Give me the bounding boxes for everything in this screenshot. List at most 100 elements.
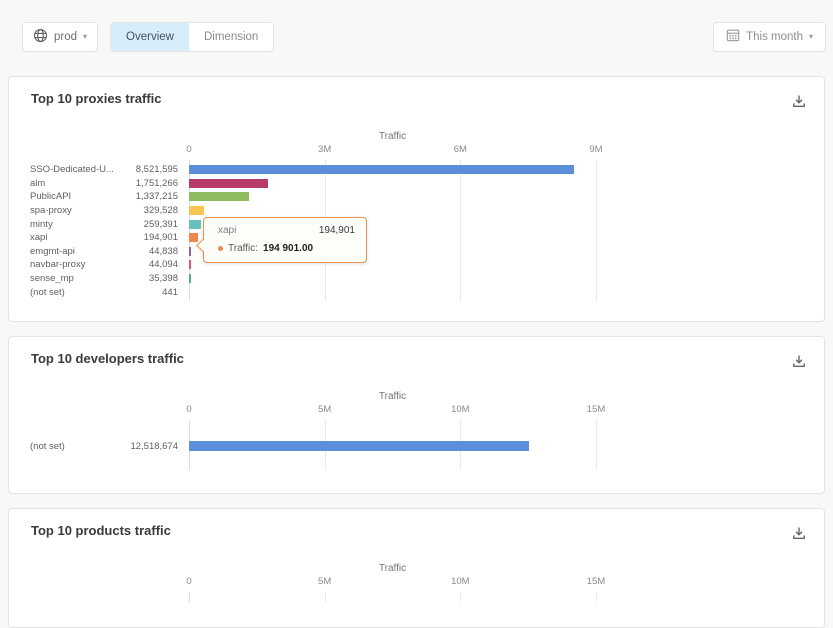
axis-tick-label: 6M xyxy=(454,144,467,155)
tab-dimension[interactable]: Dimension xyxy=(189,23,273,51)
row-label: (not set) xyxy=(22,287,118,298)
row-value: 329,528 xyxy=(118,205,178,216)
bar[interactable] xyxy=(189,233,198,242)
bar-zone xyxy=(189,163,596,177)
row-value: 259,391 xyxy=(118,219,178,230)
row-value: 194,901 xyxy=(118,232,178,243)
row-label: navbar-proxy xyxy=(22,259,118,270)
chart-card: Top 10 developers traffic Traffic 0 5M 10M… xyxy=(8,336,825,494)
tooltip-series-value: 194,901 xyxy=(319,225,355,236)
tab-overview[interactable]: Overview xyxy=(111,23,189,51)
chart-row: (not set)12,518,674 xyxy=(22,423,808,469)
card-header: Top 10 developers traffic xyxy=(22,349,808,371)
axis-tick-label: 5M xyxy=(318,576,331,587)
globe-icon xyxy=(33,28,48,46)
bar-rows: (not set)12,518,674 xyxy=(22,420,808,469)
chart-title: Top 10 developers traffic xyxy=(31,351,184,366)
row-label: PublicAPI xyxy=(22,191,118,202)
bar-zone xyxy=(189,285,596,299)
row-value: 8,521,595 xyxy=(118,164,178,175)
download-icon xyxy=(791,357,807,372)
dashboard-cards: Top 10 proxies traffic Traffic 0 3M 6M 9M S… xyxy=(0,76,833,628)
download-button[interactable] xyxy=(790,353,808,371)
row-value: 44,094 xyxy=(118,259,178,270)
bar[interactable] xyxy=(189,220,201,229)
tooltip-bullet-icon xyxy=(218,246,223,251)
bar-zone xyxy=(189,272,596,286)
axis-title: Traffic xyxy=(189,131,596,143)
bar-zone xyxy=(189,423,596,469)
row-label: xapi xyxy=(22,232,118,243)
axis-tick-label: 0 xyxy=(186,144,191,155)
card-header: Top 10 proxies traffic xyxy=(22,89,808,111)
row-value: 1,751,266 xyxy=(118,178,178,189)
row-label: minty xyxy=(22,219,118,230)
download-icon xyxy=(791,529,807,544)
environment-dropdown[interactable]: prod ▾ xyxy=(22,22,98,52)
tooltip-metric-value: 194 901.00 xyxy=(263,243,313,254)
chart-plot xyxy=(22,592,808,602)
row-value: 35,398 xyxy=(118,273,178,284)
download-button[interactable] xyxy=(790,525,808,543)
chevron-down-icon: ▾ xyxy=(83,33,87,41)
axis-tick-label: 0 xyxy=(186,576,191,587)
row-label: SSO-Dedicated-U... xyxy=(22,164,118,175)
bar-zone xyxy=(189,190,596,204)
download-icon xyxy=(791,97,807,112)
row-value: 12,518,674 xyxy=(118,441,178,452)
bar-rows xyxy=(22,592,808,595)
chart-row: SSO-Dedicated-U...8,521,595 xyxy=(22,163,808,177)
row-label: spa-proxy xyxy=(22,205,118,216)
row-value: 441 xyxy=(118,287,178,298)
card-header: Top 10 products traffic xyxy=(22,521,808,543)
axis-tick-label: 10M xyxy=(451,404,469,415)
date-range-dropdown[interactable]: This month ▾ xyxy=(713,22,826,52)
row-label: alm xyxy=(22,178,118,189)
bar[interactable] xyxy=(189,192,249,201)
row-label: emgmt-api xyxy=(22,246,118,257)
row-label: sense_mp xyxy=(22,273,118,284)
calendar-icon xyxy=(726,28,740,45)
axis-tick-label: 10M xyxy=(451,576,469,587)
axis-tick-label: 15M xyxy=(587,404,605,415)
bar[interactable] xyxy=(189,260,191,269)
bar[interactable] xyxy=(189,247,191,256)
axis-tick-label: 3M xyxy=(318,144,331,155)
row-label: (not set) xyxy=(22,441,118,452)
date-range-label: This month xyxy=(746,31,803,43)
bar[interactable] xyxy=(189,441,529,451)
axis-tick-label: 9M xyxy=(589,144,602,155)
axis-tick-label: 5M xyxy=(318,404,331,415)
axis-title: Traffic xyxy=(189,563,596,575)
bar-zone xyxy=(189,177,596,191)
bar[interactable] xyxy=(189,165,574,174)
bar-zone xyxy=(189,204,596,218)
axis-tick-label: 15M xyxy=(587,576,605,587)
view-tabs: Overview Dimension xyxy=(110,22,274,52)
axis-title: Traffic xyxy=(189,391,596,403)
tooltip-metric-label: Traffic: xyxy=(228,243,258,254)
bar[interactable] xyxy=(189,206,204,215)
bar[interactable] xyxy=(189,274,191,283)
axis-tick-label: 0 xyxy=(186,404,191,415)
download-button[interactable] xyxy=(790,93,808,111)
chart-title: Top 10 proxies traffic xyxy=(31,91,162,106)
chart-row: (not set)441 xyxy=(22,285,808,299)
row-value: 44,838 xyxy=(118,246,178,257)
bar[interactable] xyxy=(189,179,268,188)
chevron-down-icon: ▾ xyxy=(809,33,813,41)
environment-label: prod xyxy=(54,31,77,43)
chart-plot: (not set)12,518,674 xyxy=(22,420,808,470)
